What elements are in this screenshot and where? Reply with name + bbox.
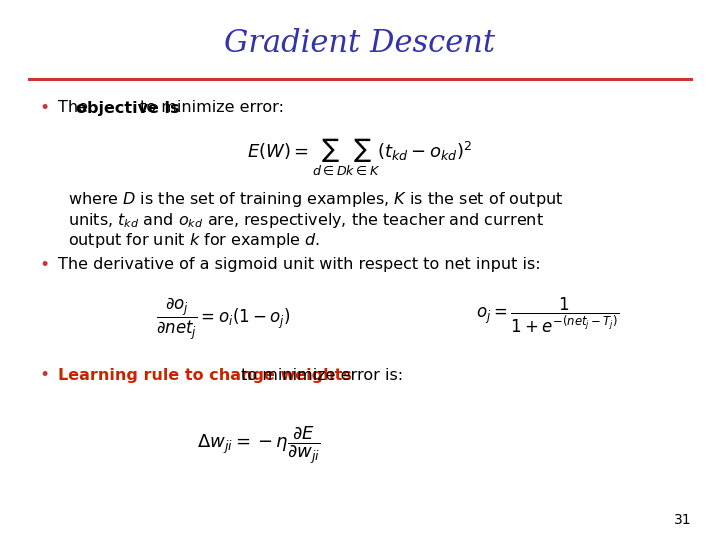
Text: output for unit $k$ for example $d$.: output for unit $k$ for example $d$.	[68, 231, 320, 251]
Text: to minimize error:: to minimize error:	[135, 100, 284, 116]
Text: where $D$ is the set of training examples, $K$ is the set of output: where $D$ is the set of training example…	[68, 190, 564, 210]
Text: 31: 31	[674, 512, 691, 526]
Text: •: •	[40, 366, 50, 384]
Text: units, $t_{kd}$ and $o_{kd}$ are, respectively, the teacher and current: units, $t_{kd}$ and $o_{kd}$ are, respec…	[68, 211, 544, 230]
Text: $E(W) = \sum_{d \in D} \sum_{k \in K} (t_{kd} - o_{kd})^2$: $E(W) = \sum_{d \in D} \sum_{k \in K} (t…	[248, 137, 472, 177]
Text: Learning rule to change weights: Learning rule to change weights	[58, 368, 351, 383]
Text: •: •	[40, 255, 50, 274]
Text: to minimize error is:: to minimize error is:	[236, 368, 403, 383]
Text: The derivative of a sigmoid unit with respect to net input is:: The derivative of a sigmoid unit with re…	[58, 257, 540, 272]
Text: Gradient Descent: Gradient Descent	[225, 28, 495, 59]
Text: objective is: objective is	[76, 100, 180, 116]
Text: The: The	[58, 100, 93, 116]
Text: $\Delta w_{ji} = -\eta \dfrac{\partial E}{\partial w_{ji}}$: $\Delta w_{ji} = -\eta \dfrac{\partial E…	[197, 424, 321, 467]
Text: $\dfrac{\partial o_j}{\partial net_j} = o_i(1 - o_j)$: $\dfrac{\partial o_j}{\partial net_j} = …	[156, 295, 290, 342]
Text: $o_j = \dfrac{1}{1 + e^{-(net_j - T_j)}}$: $o_j = \dfrac{1}{1 + e^{-(net_j - T_j)}}…	[475, 296, 619, 335]
Text: •: •	[40, 99, 50, 117]
